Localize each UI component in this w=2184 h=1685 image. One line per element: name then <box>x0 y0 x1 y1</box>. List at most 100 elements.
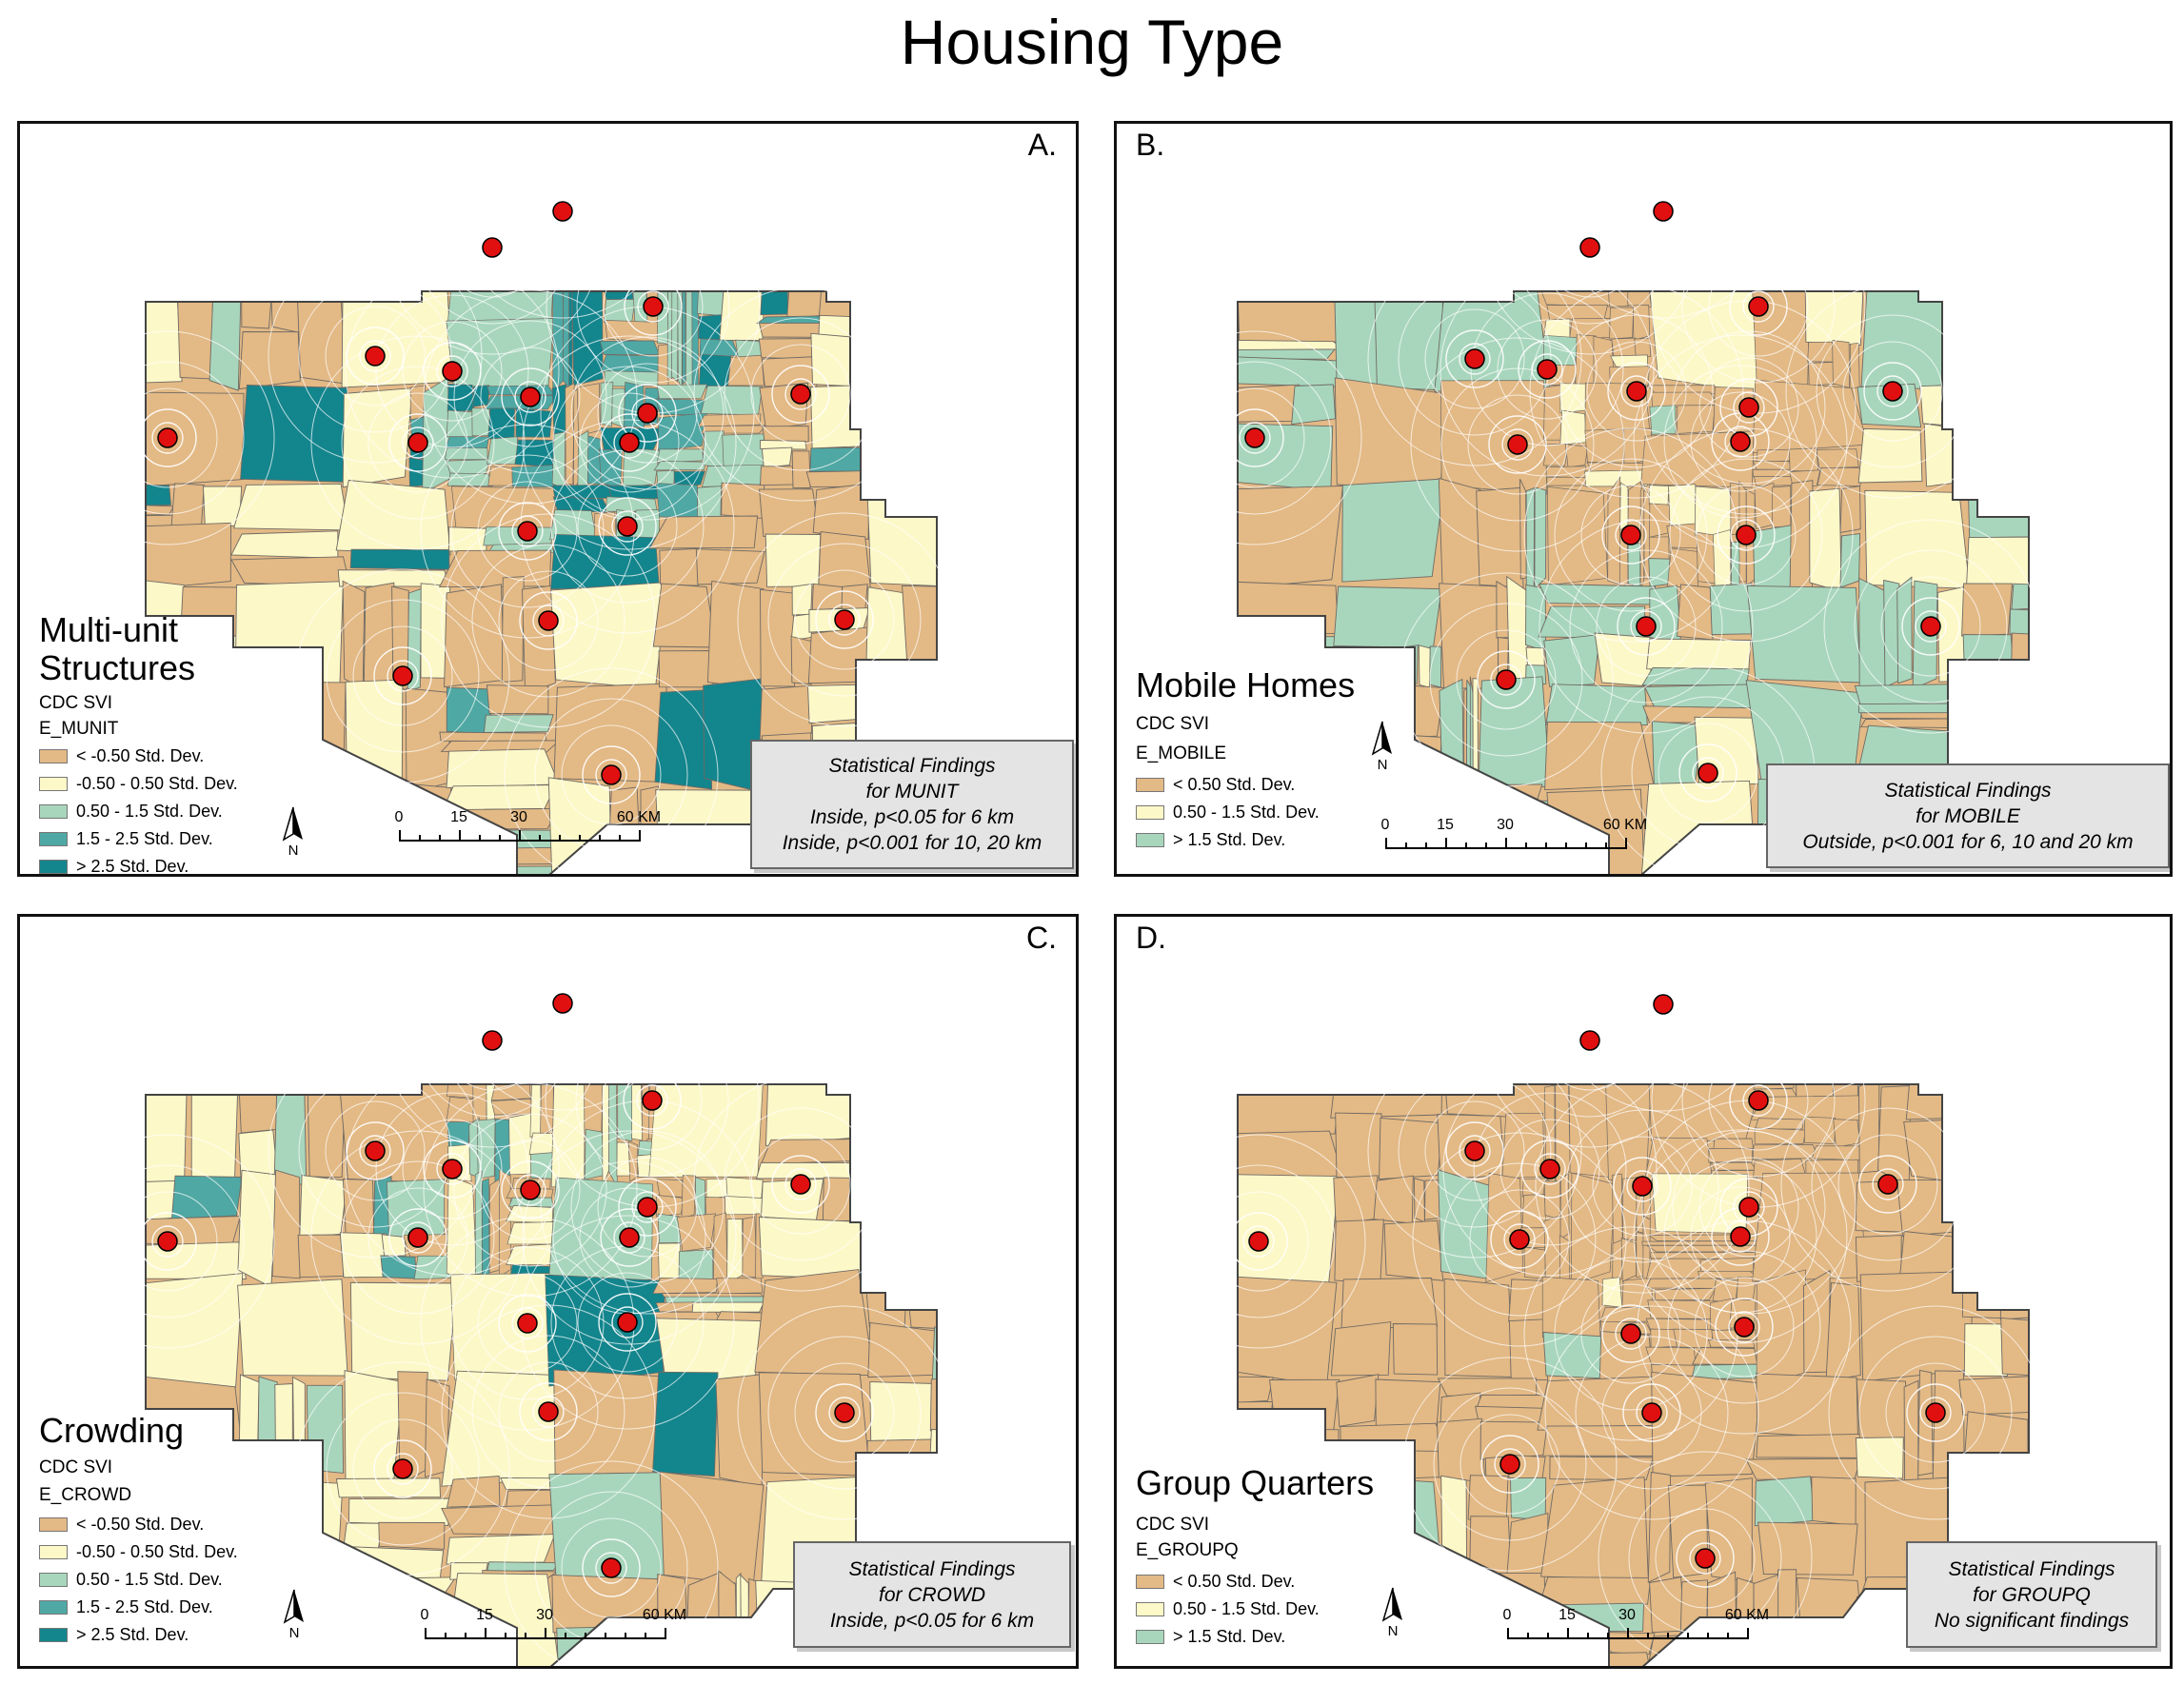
site-point <box>392 1458 413 1479</box>
census-tract <box>1858 703 1969 715</box>
site-points <box>157 993 855 1578</box>
census-tract <box>1896 576 1913 684</box>
buffer-ring <box>1615 519 1647 551</box>
buffer-ring <box>436 1153 468 1185</box>
site-point <box>1734 1317 1755 1338</box>
census-tract <box>1641 666 1750 686</box>
census-tract <box>906 320 937 387</box>
legend-field: E_CROWD <box>39 1485 132 1505</box>
scale-tick <box>1605 842 1607 849</box>
census-tract <box>146 1241 248 1279</box>
findings-line: Statistical Findings <box>1884 779 2052 802</box>
map-panel-a: A. Multi-unit Structures CDC SVI E_MUNIT… <box>17 121 1079 877</box>
region-outline <box>1237 1083 2030 1666</box>
legend-label: 0.50 - 1.5 Std. Dev. <box>1173 1599 1320 1618</box>
buffer-ring <box>415 170 569 325</box>
buffer-ring <box>1470 292 1624 446</box>
buffer-ring <box>476 1024 508 1057</box>
buffer-ring <box>1613 161 1714 262</box>
census-tract <box>568 291 573 395</box>
buffer-ring <box>1601 1304 1660 1363</box>
site-points <box>1244 201 1941 783</box>
buffer-ring <box>1858 1336 2013 1490</box>
census-tract <box>1333 585 1442 648</box>
buffer-ring <box>576 229 730 384</box>
buffer-ring <box>1663 365 1817 519</box>
buffer-ring <box>1733 391 1765 424</box>
census-tract <box>1856 1378 1910 1443</box>
census-tract <box>1375 1378 1441 1430</box>
north-arrow: N <box>274 805 312 859</box>
statistical-findings-box: Statistical Findings for MUNIT Inside, p<0… <box>750 740 1074 869</box>
scale-tick <box>599 835 601 842</box>
buffer-ring <box>533 182 592 241</box>
census-tract <box>1961 1277 2007 1319</box>
census-tract <box>1651 1371 1761 1477</box>
findings-line: for GROUPQ <box>1973 1583 2091 1606</box>
buffer-ring <box>579 392 680 493</box>
buffer-ring <box>577 1272 678 1373</box>
census-tract <box>1476 486 1524 588</box>
site-point <box>619 432 640 453</box>
census-tract <box>349 1281 457 1381</box>
census-tract <box>1962 1411 2029 1484</box>
legend-title: Multi-unit Structures <box>39 610 196 687</box>
buffer-ring <box>522 335 737 550</box>
site-point <box>407 1227 428 1248</box>
census-tract <box>652 1371 719 1477</box>
census-tract <box>1438 783 1543 803</box>
census-tract <box>1854 684 1974 705</box>
site-point <box>790 1174 811 1195</box>
scale-tick <box>619 835 621 842</box>
buffer-ring <box>1634 975 1693 1034</box>
site-point <box>520 1180 541 1200</box>
census-tract <box>2011 583 2029 610</box>
site-points <box>1248 994 1946 1569</box>
buffer-ring <box>471 1335 625 1489</box>
buffer-ring <box>1501 428 1534 461</box>
census-tract <box>867 384 908 493</box>
census-tract <box>1543 1180 1561 1220</box>
buffer-ring <box>1442 1061 1658 1277</box>
census-tract <box>307 1084 347 1179</box>
buffer-ring <box>750 1134 851 1235</box>
census-tract <box>654 689 713 790</box>
site-point <box>520 387 541 407</box>
census-tract <box>1439 678 1464 791</box>
census-tract <box>1859 712 1974 720</box>
census-tract <box>1955 1084 2029 1186</box>
site-point <box>1579 237 1600 258</box>
scale-tick <box>559 835 561 842</box>
site-point <box>1626 381 1647 402</box>
buffer-ring <box>613 426 645 459</box>
census-tract <box>604 299 636 324</box>
buffer-ring <box>1694 1277 1795 1378</box>
buffer-rings <box>1151 917 2043 1666</box>
scale-tick <box>465 1633 467 1639</box>
census-tract <box>486 1561 560 1573</box>
buffer-ring <box>1651 199 1866 414</box>
buffer-ring <box>1698 357 1799 458</box>
buffer-ring <box>359 1135 391 1167</box>
legend-label: > 2.5 Std. Dev. <box>76 857 189 876</box>
buffer-ring <box>534 698 688 852</box>
site-point <box>642 1090 663 1111</box>
census-tract <box>381 1234 407 1257</box>
buffer-ring <box>1681 1023 1836 1178</box>
census-tract <box>1967 486 2029 539</box>
buffer-ring <box>1482 140 1698 355</box>
census-tract <box>1621 1177 1638 1241</box>
census-tract <box>2000 1174 2029 1233</box>
site-point <box>834 1402 855 1423</box>
census-tract <box>1546 476 1588 486</box>
legend-swatch <box>39 777 68 791</box>
census-tract <box>1646 638 1752 670</box>
census-tract <box>1379 1117 1443 1180</box>
census-tract <box>1534 486 1547 590</box>
buffer-ring <box>1880 576 1981 677</box>
census-tract <box>271 1169 301 1279</box>
census-tract <box>1543 634 1600 687</box>
site-point <box>1579 1030 1600 1051</box>
census-tract <box>805 470 865 487</box>
scale-label: 0 <box>420 1607 429 1623</box>
